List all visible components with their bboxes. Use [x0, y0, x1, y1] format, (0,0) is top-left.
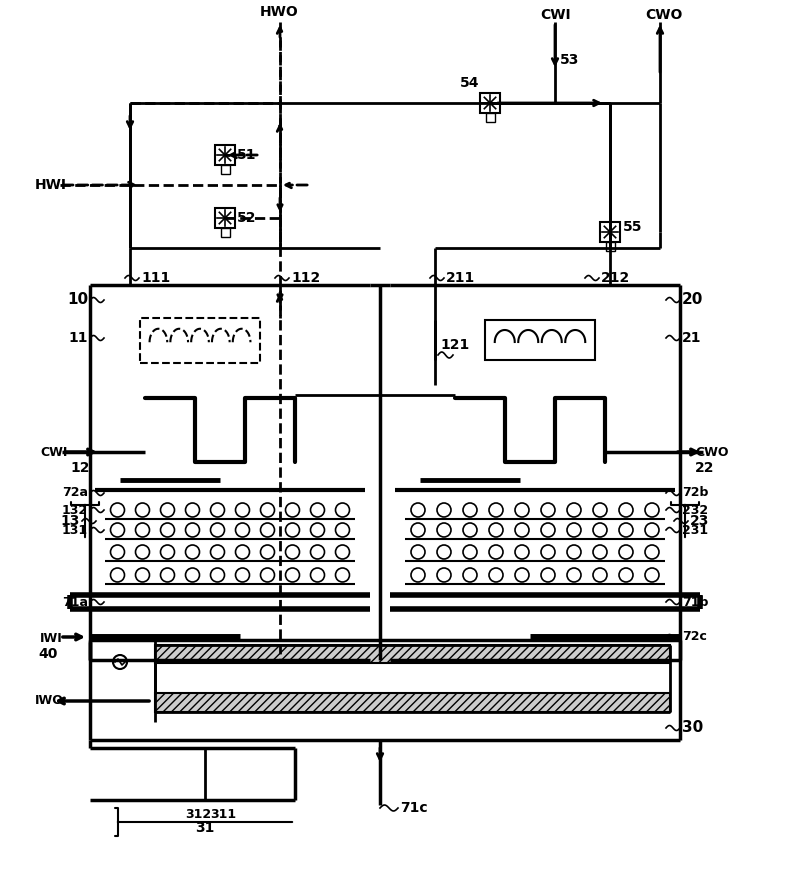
Text: 132: 132 — [62, 503, 88, 517]
Text: 211: 211 — [446, 271, 475, 285]
Circle shape — [113, 655, 127, 669]
Text: 20: 20 — [682, 293, 703, 308]
Text: 71c: 71c — [400, 801, 428, 815]
Text: 71b: 71b — [682, 595, 708, 609]
Text: 212: 212 — [601, 271, 630, 285]
Bar — [600, 222, 620, 242]
Text: 21: 21 — [682, 331, 702, 345]
Text: 232: 232 — [682, 503, 708, 517]
Text: 231: 231 — [682, 524, 708, 537]
Text: 72a: 72a — [62, 487, 88, 500]
Text: 112: 112 — [291, 271, 320, 285]
Text: CWO: CWO — [695, 446, 729, 459]
Bar — [155, 693, 670, 712]
Text: 131: 131 — [62, 524, 88, 537]
Text: CWI: CWI — [40, 446, 67, 459]
Bar — [480, 93, 500, 113]
Text: 30: 30 — [682, 721, 703, 736]
Text: 31: 31 — [195, 821, 214, 835]
Text: 54: 54 — [460, 76, 479, 90]
Text: 22: 22 — [695, 461, 714, 475]
Text: IWI: IWI — [40, 632, 62, 645]
Text: 10: 10 — [67, 293, 88, 308]
Bar — [485, 320, 595, 360]
Text: 72c: 72c — [682, 631, 707, 644]
Text: 311: 311 — [210, 808, 236, 821]
Bar — [606, 242, 614, 251]
Bar — [215, 208, 235, 228]
Text: 55: 55 — [623, 220, 642, 234]
Text: 72b: 72b — [682, 487, 708, 500]
Bar — [221, 228, 230, 237]
Text: 71a: 71a — [62, 595, 88, 609]
Bar — [215, 145, 235, 165]
Text: 12: 12 — [70, 461, 90, 475]
Text: 40: 40 — [38, 647, 58, 661]
Text: 111: 111 — [141, 271, 170, 285]
Text: 11: 11 — [69, 331, 88, 345]
Bar — [486, 113, 494, 122]
Text: HWI: HWI — [35, 178, 67, 192]
Text: CWO: CWO — [645, 8, 682, 22]
Text: HWO: HWO — [260, 5, 298, 19]
Text: IWO: IWO — [35, 695, 64, 708]
Text: 52: 52 — [237, 211, 257, 225]
Text: 121: 121 — [440, 338, 470, 352]
Text: 23: 23 — [690, 514, 710, 528]
Text: 51: 51 — [237, 148, 257, 162]
Text: 53: 53 — [560, 53, 579, 67]
Text: 312: 312 — [185, 808, 211, 821]
Bar — [221, 165, 230, 174]
Text: CWI: CWI — [540, 8, 570, 22]
Bar — [155, 645, 670, 663]
Bar — [140, 317, 260, 362]
Text: 13: 13 — [61, 514, 80, 528]
